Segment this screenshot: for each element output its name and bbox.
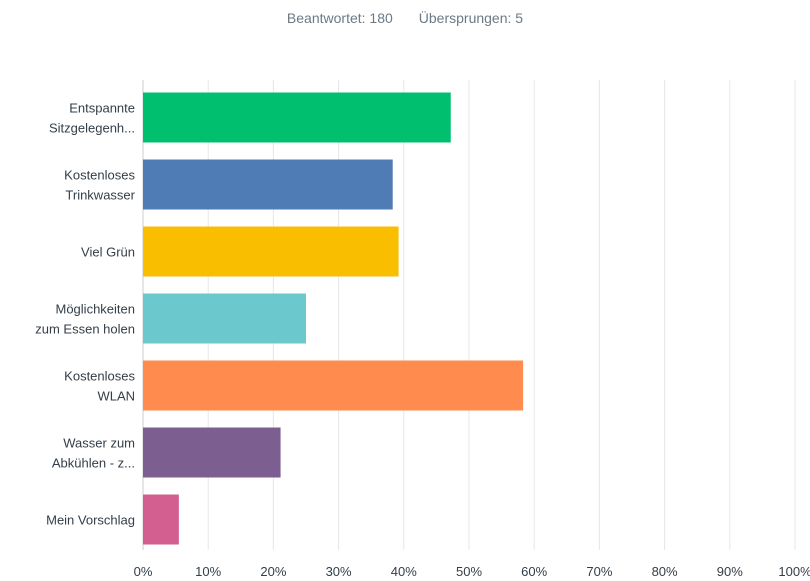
- category-label: Wasser zum: [63, 436, 135, 451]
- category-label: WLAN: [97, 389, 135, 404]
- response-summary: Beantwortet: 180 Übersprungen: 5: [0, 10, 810, 26]
- category-label: Kostenloses: [64, 369, 135, 384]
- x-tick-label: 40%: [391, 564, 417, 579]
- skipped-count: Übersprungen: 5: [418, 10, 524, 26]
- category-label: Trinkwasser: [65, 188, 135, 203]
- x-tick-label: 20%: [260, 564, 286, 579]
- x-tick-label: 100%: [778, 564, 810, 579]
- bar[interactable]: [143, 92, 451, 143]
- x-tick-label: 0%: [134, 564, 153, 579]
- category-label: Kostenloses: [64, 168, 135, 183]
- x-tick-label: 30%: [326, 564, 352, 579]
- bar[interactable]: [143, 360, 524, 411]
- x-tick-label: 80%: [652, 564, 678, 579]
- x-tick-label: 60%: [521, 564, 547, 579]
- category-label: Abkühlen - z...: [52, 456, 135, 471]
- category-label: Viel Grün: [81, 245, 135, 260]
- x-tick-label: 70%: [586, 564, 612, 579]
- x-tick-label: 10%: [195, 564, 221, 579]
- category-label: Entspannte: [69, 101, 135, 116]
- bar[interactable]: [143, 159, 393, 210]
- category-label: Sitzgelegenh...: [49, 121, 135, 136]
- bar[interactable]: [143, 427, 281, 478]
- category-labels: Entspannte Sitzgelegenh... Kostenloses Trin…: [35, 101, 135, 528]
- bar[interactable]: [143, 494, 179, 545]
- category-label: Mein Vorschlag: [46, 513, 135, 528]
- x-tick-labels: 0% 10% 20% 30% 40% 50% 60% 70% 80% 90% 100%: [134, 564, 810, 579]
- bar[interactable]: [143, 226, 399, 277]
- x-tick-label: 90%: [717, 564, 743, 579]
- bars: [143, 92, 524, 545]
- x-tick-label: 50%: [456, 564, 482, 579]
- category-label: zum Essen holen: [35, 322, 135, 337]
- answered-count: Beantwortet: 180: [286, 10, 393, 26]
- bar[interactable]: [143, 293, 306, 344]
- category-label: Möglichkeiten: [56, 302, 136, 317]
